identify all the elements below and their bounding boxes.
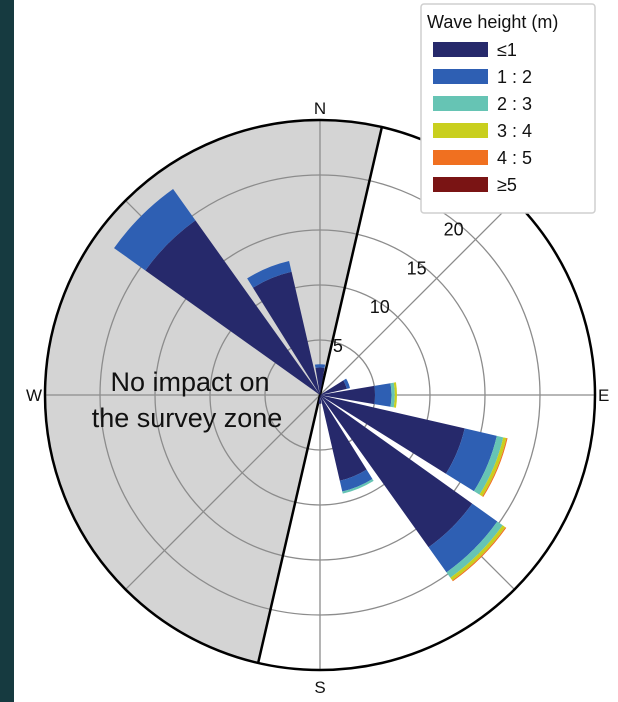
- legend-swatch: [433, 123, 488, 138]
- compass-label-s: S: [314, 678, 325, 697]
- legend-swatch: [433, 177, 488, 192]
- rose-bar-segment: [473, 435, 504, 495]
- grid-spoke: [319, 200, 515, 396]
- annotation-line-1: No impact on: [110, 367, 269, 397]
- grid-spoke: [125, 394, 321, 590]
- legend: Wave height (m) ≤1 1 : 2 2 : 3 3 : 4 4 : 5 ≥5: [420, 3, 596, 214]
- rose-bar-segment: [252, 271, 320, 395]
- rose-bar-segment: [450, 525, 506, 581]
- rose-bar-segment: [374, 383, 392, 407]
- legend-swatch: [433, 69, 488, 84]
- wind-rose-bars: [114, 189, 508, 582]
- rose-bar-segment: [428, 503, 498, 573]
- rose-bar-segment: [315, 367, 325, 395]
- legend-swatch: [433, 150, 488, 165]
- rose-bar-segment: [342, 478, 374, 494]
- outer-circle: [43, 118, 597, 672]
- rose-bar-segment: [446, 521, 503, 578]
- radial-tick-label: 15: [407, 258, 427, 278]
- legend-swatch: [433, 42, 488, 57]
- legend-label: 2 : 3: [497, 94, 532, 114]
- rose-bar-segment: [145, 220, 320, 395]
- rose-bar-segment: [445, 428, 497, 492]
- radial-tick-label: 10: [370, 297, 390, 317]
- rose-bar-segment: [339, 469, 373, 492]
- legend-label: 3 : 4: [497, 121, 532, 141]
- rose-bar-segment: [482, 438, 508, 498]
- rose-bar-segment: [314, 364, 326, 368]
- left-edge-strip: [0, 0, 14, 702]
- compass-label-n: N: [314, 99, 326, 118]
- rose-bar-segment: [247, 261, 292, 288]
- rose-bar-segment: [479, 437, 507, 497]
- legend-label: ≥5: [497, 175, 517, 195]
- radial-tick-labels: 5 10 15 20: [333, 219, 464, 356]
- rose-bar-segment: [320, 395, 465, 474]
- rose-bar-segment: [393, 382, 397, 408]
- rose-bar-segment: [390, 382, 395, 408]
- radial-tick-label: 5: [333, 336, 343, 356]
- rose-bar-segment: [318, 395, 322, 404]
- compass-labels: N E S W: [26, 99, 609, 697]
- legend-label: 4 : 5: [497, 148, 532, 168]
- legend-label: 1 : 2: [497, 67, 532, 87]
- compass-label-e: E: [598, 386, 609, 405]
- rose-bar-segment: [343, 378, 351, 389]
- rose-bar-segment: [114, 189, 196, 271]
- radial-tick-label: 20: [444, 219, 464, 239]
- rose-bar-segment: [320, 395, 473, 548]
- rose-bar-segment: [320, 395, 367, 481]
- annotation: No impact on the survey zone: [92, 367, 283, 433]
- legend-title: Wave height (m): [427, 12, 558, 32]
- rose-bar-segment: [320, 385, 375, 405]
- annotation-line-2: the survey zone: [92, 403, 283, 433]
- rose-bar-segment: [320, 380, 347, 395]
- legend-swatch: [433, 96, 488, 111]
- compass-label-w: W: [26, 386, 42, 405]
- legend-label: ≤1: [497, 40, 517, 60]
